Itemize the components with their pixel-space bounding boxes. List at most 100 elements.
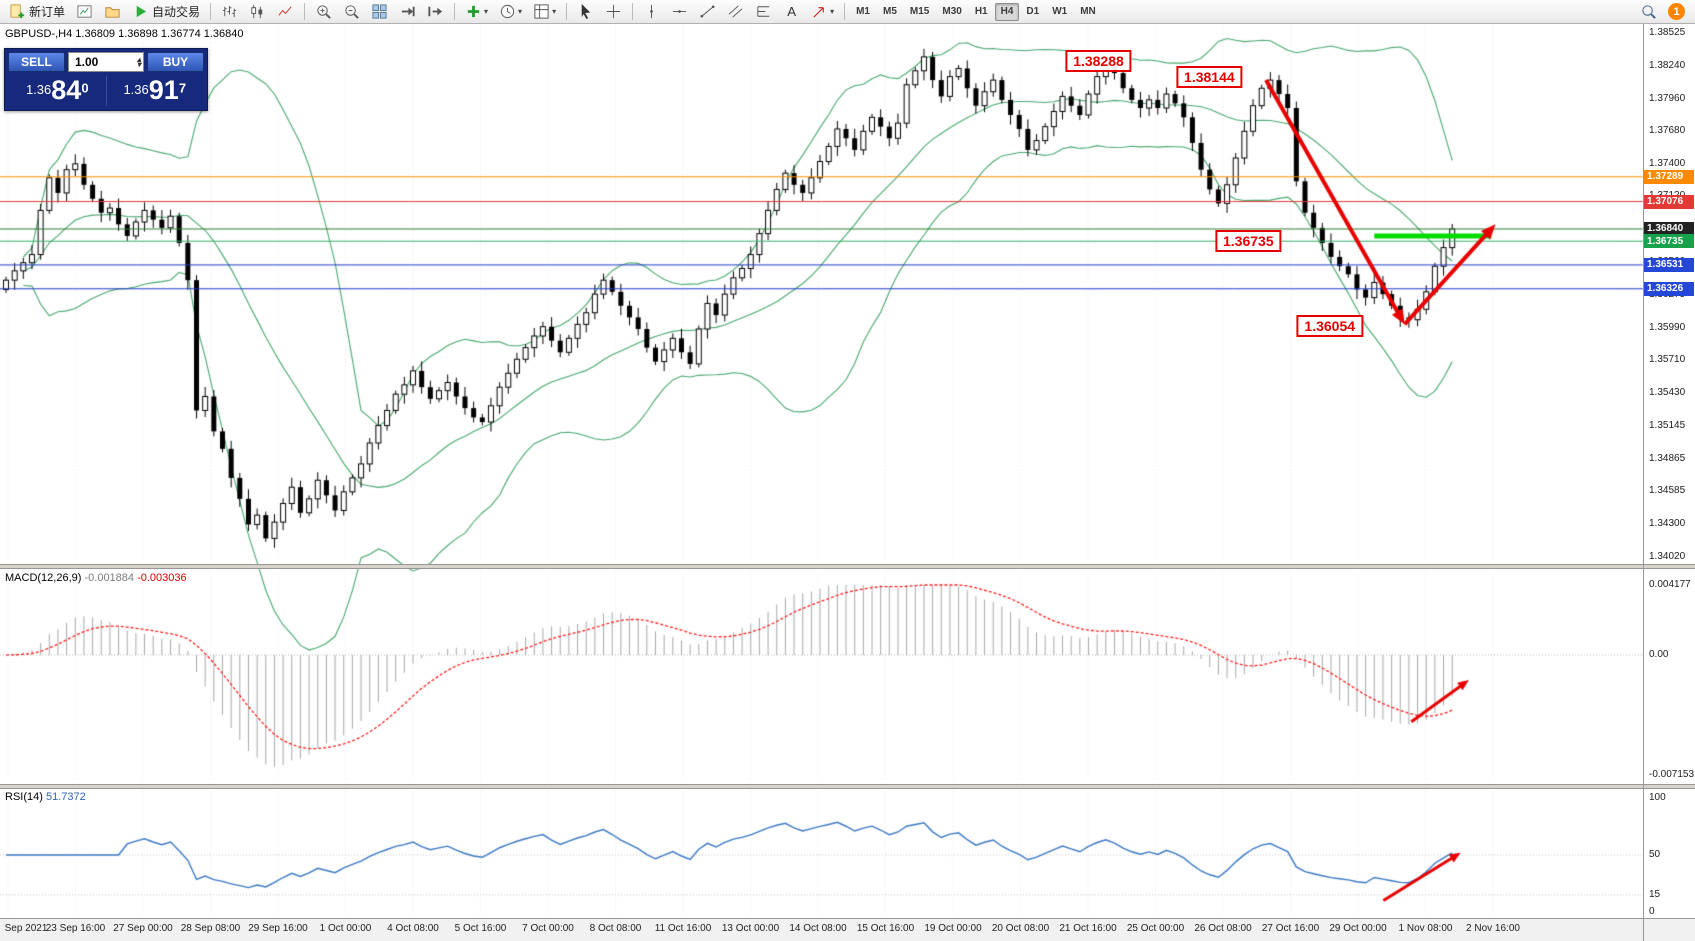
one-click-trading-panel: SELL 1.00 ▴ ▾ BUY 1.36840 1.36917 [4, 48, 208, 111]
time-axis-label: 2 Nov 16:00 [1466, 923, 1520, 934]
chevron-down-icon: ▾ [830, 7, 835, 16]
toolbar-separator [454, 3, 456, 20]
time-axis-label: 27 Oct 16:00 [1261, 923, 1320, 934]
timeframe-button-m30[interactable]: M30 [936, 3, 967, 21]
time-axis-label: 27 Sep 00:00 [113, 923, 173, 934]
time-axis-label: 13 Oct 00:00 [721, 923, 780, 934]
volume-down-icon[interactable]: ▾ [136, 60, 141, 69]
sell-price[interactable]: 1.36840 [25, 75, 89, 105]
periods-button[interactable]: ▾ [494, 2, 527, 22]
crosshair-icon [606, 4, 621, 19]
arrow-object-icon [813, 7, 824, 18]
line-chart-icon [278, 6, 292, 16]
chart-shift-button[interactable] [422, 2, 449, 22]
timeframe-button-d1[interactable]: D1 [1020, 3, 1045, 21]
templates-button[interactable]: ▾ [528, 2, 561, 22]
time-axis-label: 11 Oct 16:00 [654, 923, 712, 934]
price-tag: 1.36840 [1644, 221, 1694, 236]
templates-icon [534, 4, 549, 19]
timeframe-button-h4[interactable]: H4 [994, 2, 1020, 21]
cursor-button[interactable] [572, 2, 599, 22]
bar-chart-icon [222, 5, 237, 18]
new-order-icon [10, 4, 25, 19]
rsi-axis-label: 0 [1649, 906, 1655, 917]
channel-button[interactable] [722, 2, 749, 22]
profiles-button[interactable] [99, 2, 126, 22]
fibonacci-button[interactable] [750, 2, 777, 22]
timeframe-button-mn[interactable]: MN [1074, 3, 1102, 21]
text-icon: A [787, 4, 796, 19]
price-annotation[interactable]: 1.36735 [1215, 230, 1282, 253]
price-annotation[interactable]: 1.38288 [1065, 49, 1132, 72]
toolbar-right-group: 1 [1635, 2, 1691, 22]
auto-scroll-icon [401, 6, 415, 17]
toolbar-separator [632, 3, 634, 20]
buy-button[interactable]: BUY [147, 52, 204, 72]
crosshair-button[interactable] [600, 2, 627, 22]
auto-scroll-button[interactable] [394, 2, 421, 22]
zoom-out-button[interactable] [338, 2, 365, 22]
chart-window-icon [77, 5, 92, 18]
time-axis-strip[interactable] [0, 918, 1695, 941]
timeframe-button-m15[interactable]: M15 [904, 3, 935, 21]
profiles-icon [105, 7, 120, 18]
time-axis-label: 7 Oct 00:00 [522, 923, 574, 934]
chart-window-button[interactable] [71, 2, 98, 22]
price-axis-label: 1.37680 [1649, 125, 1686, 137]
rsi-axis-label: 15 [1649, 888, 1661, 900]
arrow-object-button[interactable]: ▾ [806, 2, 839, 22]
horizontal-line-icon [672, 10, 687, 13]
panel-splitter[interactable] [0, 784, 1695, 789]
timeframe-button-m1[interactable]: M1 [850, 3, 876, 21]
notification-badge[interactable]: 1 [1668, 3, 1685, 20]
channel-icon [728, 5, 743, 18]
volume-up-icon[interactable]: ▴ [136, 55, 141, 64]
search-icon [1642, 5, 1656, 19]
zoom-in-button[interactable] [310, 2, 337, 22]
tile-windows-button[interactable] [366, 2, 393, 22]
candlestick-chart-button[interactable] [244, 2, 271, 22]
price-annotation[interactable]: 1.36054 [1296, 315, 1364, 338]
sell-button[interactable]: SELL [8, 52, 65, 72]
svg-text:A: A [787, 4, 796, 19]
toolbar-separator [304, 3, 306, 20]
price-axis-label: 1.34020 [1649, 551, 1686, 562]
macd-axis-label: 0.004177 [1649, 579, 1691, 590]
chevron-down-icon: ▾ [518, 7, 523, 16]
indicators-button[interactable]: ▾ [460, 2, 493, 22]
trendline-button[interactable] [694, 2, 721, 22]
one-click-prices-row: 1.36840 1.36917 [5, 75, 207, 110]
clock-icon [500, 4, 515, 19]
bar-chart-button[interactable] [216, 2, 243, 22]
timeframe-button-w1[interactable]: W1 [1046, 3, 1073, 21]
price-axis-label: 1.34585 [1649, 485, 1686, 497]
zoom-out-icon [345, 5, 359, 19]
volume-value: 1.00 [75, 55, 99, 69]
price-annotation[interactable]: 1.38144 [1176, 66, 1243, 89]
timeframe-group: M1 M5 M15 M30 H1 H4 D1 W1 MN [850, 2, 1102, 21]
volume-stepper[interactable]: 1.00 ▴ ▾ [68, 52, 144, 72]
time-axis-label: 1 Nov 08:00 [1398, 923, 1453, 934]
cursor-icon [581, 3, 591, 20]
buy-price[interactable]: 1.36917 [123, 75, 187, 105]
new-order-button[interactable]: 新订单 [4, 2, 70, 22]
text-button[interactable]: A [778, 2, 805, 22]
panel-splitter[interactable] [0, 564, 1695, 569]
time-axis-label: 25 Oct 00:00 [1126, 923, 1185, 934]
vertical-line-button[interactable] [638, 2, 665, 22]
horizontal-line-button[interactable] [666, 2, 693, 22]
timeframe-button-h1[interactable]: H1 [969, 3, 994, 21]
indicators-add-icon [467, 5, 480, 18]
search-button[interactable] [1635, 2, 1662, 22]
time-axis-label: 5 Oct 16:00 [454, 923, 507, 934]
timeframe-button-m5[interactable]: M5 [877, 3, 903, 21]
price-axis-label: 1.35430 [1649, 386, 1686, 398]
time-axis-label: 15 Oct 16:00 [856, 923, 915, 934]
time-axis-label: 8 Oct 08:00 [589, 923, 642, 934]
volume-spin-buttons[interactable]: ▴ ▾ [136, 55, 141, 69]
price-tag: 1.36531 [1644, 257, 1694, 272]
price-axis-label: 1.35710 [1649, 354, 1686, 366]
autotrading-button[interactable]: 自动交易 [127, 2, 205, 22]
line-chart-button[interactable] [272, 2, 299, 22]
